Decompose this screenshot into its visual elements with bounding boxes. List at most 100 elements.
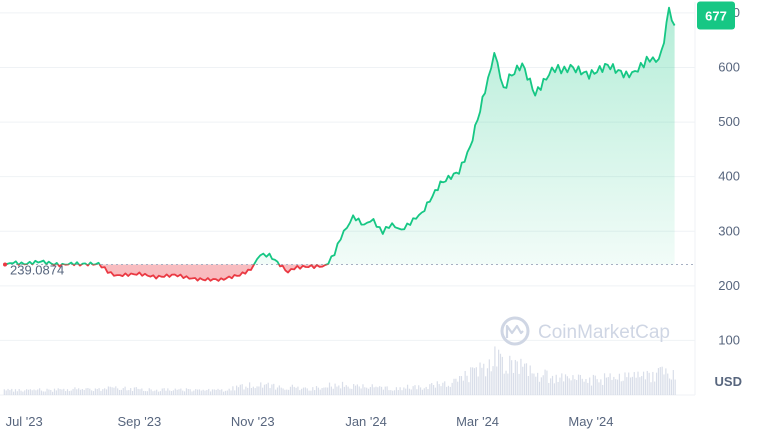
volume-bar: [31, 390, 33, 395]
volume-bar: [63, 388, 65, 395]
volume-bar: [384, 386, 386, 395]
volume-bar: [423, 388, 425, 395]
y-tick-label: 100: [718, 332, 740, 347]
volume-bar: [85, 388, 87, 395]
volume-bar: [564, 374, 567, 395]
volume-bar: [98, 388, 100, 395]
volume-bar: [102, 389, 104, 395]
volume-bar: [412, 386, 414, 395]
volume-bar: [425, 386, 427, 395]
volume-bar: [485, 376, 487, 395]
volume-bar: [479, 362, 481, 395]
volume-bar: [91, 390, 93, 395]
volume-bar: [531, 373, 533, 395]
volume-bar: [122, 388, 124, 395]
volume-bar: [657, 368, 660, 395]
volume-bar: [239, 384, 241, 395]
volume-bar: [109, 386, 111, 395]
volume-bar: [314, 390, 316, 395]
volume-bar: [460, 376, 463, 395]
volume-bar: [3, 389, 5, 395]
x-tick-label: Jan '24: [345, 414, 387, 429]
volume-bar: [334, 383, 336, 395]
volume-bar: [308, 390, 310, 395]
volume-bar: [323, 387, 325, 395]
volume-bar: [33, 389, 35, 395]
volume-bars: [3, 346, 676, 395]
volume-bar: [395, 387, 398, 395]
price-line-below: [3, 264, 329, 282]
volume-bar: [299, 390, 301, 395]
volume-bar: [89, 388, 91, 395]
volume-bar: [652, 371, 654, 395]
volume-bar: [280, 387, 282, 395]
volume-bar: [520, 358, 522, 395]
volume-bar: [241, 384, 243, 395]
volume-bar: [367, 388, 370, 395]
volume-bar: [284, 389, 286, 395]
volume-bar: [196, 389, 199, 395]
y-tick-label: 500: [718, 114, 740, 129]
volume-bar: [217, 388, 219, 395]
volume-bar: [377, 387, 379, 395]
volume-bar: [615, 379, 617, 395]
volume-bar: [616, 379, 619, 395]
volume-bar: [436, 381, 438, 395]
x-tick-label: Mar '24: [456, 414, 499, 429]
volume-bar: [380, 386, 383, 395]
volume-bar: [366, 387, 368, 395]
volume-bar: [133, 387, 135, 395]
volume-bar: [592, 374, 594, 395]
volume-bar: [349, 388, 351, 395]
volume-bar: [553, 383, 555, 395]
volume-bar: [182, 390, 184, 395]
volume-bar: [11, 388, 13, 395]
volume-bar: [24, 390, 26, 395]
volume-bar: [364, 387, 366, 395]
volume-bar: [605, 377, 608, 395]
volume-bar: [178, 389, 180, 395]
volume-bar: [141, 388, 143, 395]
volume-bar: [360, 388, 362, 395]
volume-bar: [416, 389, 418, 395]
volume-bar: [440, 386, 442, 395]
volume-bar: [540, 377, 542, 395]
volume-bar: [22, 391, 24, 395]
volume-bar: [74, 387, 76, 395]
volume-bar: [494, 346, 496, 395]
volume-bar: [356, 384, 358, 395]
area-above-baseline: [5, 7, 675, 265]
volume-bar: [302, 387, 305, 395]
volume-bar: [104, 388, 106, 395]
volume-bar: [665, 368, 667, 395]
area-below-baseline: [3, 264, 675, 281]
volume-bar: [193, 390, 195, 395]
volume-bar: [405, 388, 407, 395]
volume-bar: [72, 388, 74, 395]
volume-bar: [9, 390, 11, 395]
volume-bar: [453, 378, 455, 395]
volume-bar: [57, 388, 59, 395]
volume-bar: [429, 384, 431, 395]
volume-bar: [275, 389, 277, 395]
volume-bar: [163, 388, 165, 395]
volume-bar: [172, 390, 175, 395]
volume-bar: [222, 391, 225, 395]
volume-bar: [124, 386, 126, 395]
volume-bar: [477, 376, 479, 395]
volume-bar: [488, 359, 490, 395]
volume-bar: [289, 386, 292, 395]
volume-bar: [667, 373, 669, 395]
volume-bar: [7, 388, 9, 395]
volume-bar: [44, 391, 46, 395]
volume-bar: [373, 387, 375, 395]
volume-bar: [501, 356, 503, 395]
volume-bar: [343, 386, 345, 395]
volume-bar: [637, 371, 639, 395]
volume-bar: [642, 371, 645, 395]
volume-bar: [276, 387, 279, 395]
volume-bar: [598, 382, 600, 395]
volume-bar: [174, 388, 176, 395]
volume-bar: [661, 366, 663, 395]
